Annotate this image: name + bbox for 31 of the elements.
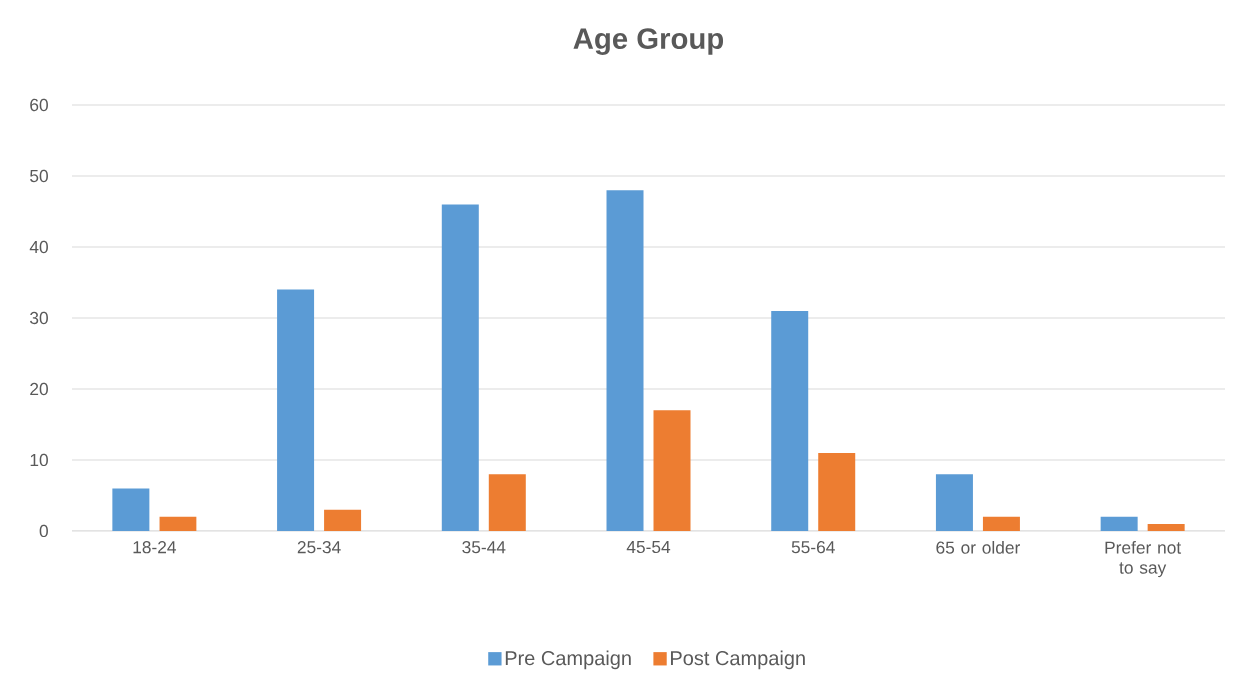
y-tick-label: 40 bbox=[29, 240, 48, 254]
bar bbox=[935, 474, 973, 531]
bar bbox=[771, 310, 809, 531]
y-tick-label: 50 bbox=[30, 169, 48, 183]
y-tick-label: 30 bbox=[30, 311, 48, 325]
bar bbox=[606, 190, 644, 531]
legend-label: Pre Campaign bbox=[505, 650, 631, 670]
legend-label: Post Campaign bbox=[671, 650, 805, 670]
bar bbox=[653, 410, 691, 531]
y-tick-label: 60 bbox=[30, 98, 48, 112]
bar bbox=[1147, 523, 1185, 531]
x-tick-label: 18-24 bbox=[133, 541, 177, 554]
bar bbox=[1100, 516, 1138, 531]
x-tick-label: 35-44 bbox=[462, 541, 506, 554]
y-tick-label: 0 bbox=[39, 524, 48, 538]
bar bbox=[982, 516, 1020, 531]
bar bbox=[818, 452, 856, 531]
y-tick-label: 20 bbox=[30, 382, 48, 396]
bar bbox=[324, 509, 362, 531]
x-tick-label: 65 or older bbox=[936, 541, 1021, 554]
chart-title: Age Group bbox=[573, 28, 724, 55]
bar bbox=[441, 204, 479, 531]
y-tick-label: 10 bbox=[30, 453, 48, 467]
bar bbox=[159, 516, 197, 531]
x-tick-label: 25-34 bbox=[297, 541, 341, 554]
bar bbox=[277, 289, 315, 531]
x-tick-label: 55-64 bbox=[791, 541, 835, 554]
x-tick-label: 45-54 bbox=[626, 541, 671, 554]
bar bbox=[112, 488, 150, 531]
x-tick-label: Prefer not to say bbox=[1105, 541, 1182, 578]
bar bbox=[488, 474, 526, 531]
